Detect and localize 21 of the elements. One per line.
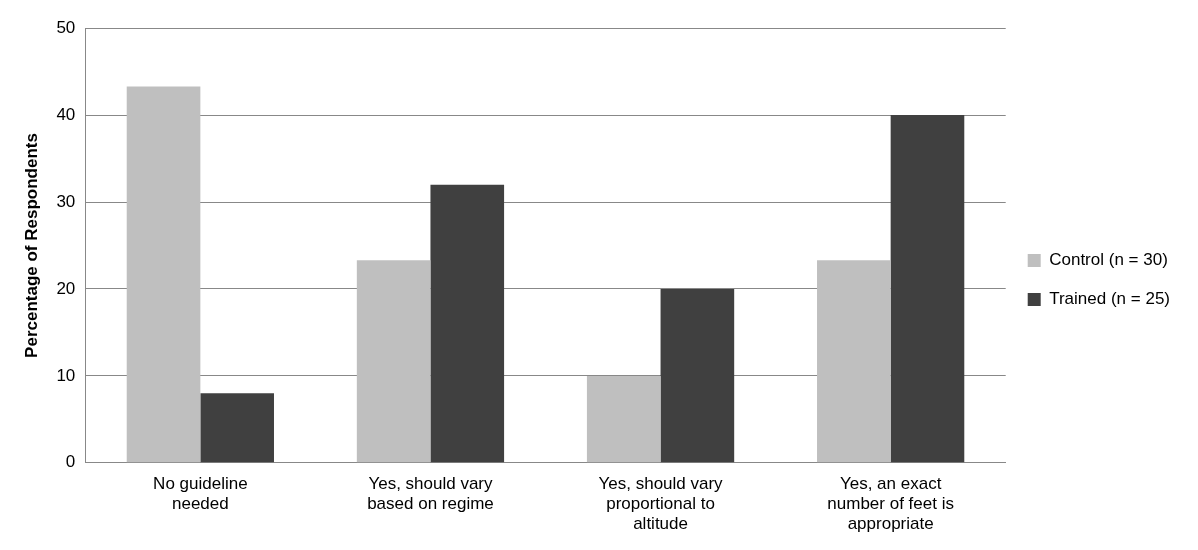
y-tick-label: 30 [56,191,76,211]
y-tick-label: 40 [56,104,76,124]
x-tick-label: Yes, an exact number of feet is appropriate [827,473,954,534]
bar [890,115,965,463]
legend-label: Control (n = 30) [1049,250,1168,270]
x-tick-label: Yes, should vary proportional to altitude [598,473,724,534]
y-tick-label: 20 [56,278,76,298]
legend-label: Trained (n = 25) [1049,289,1170,309]
bar [356,260,431,463]
bar [817,260,891,463]
y-tick-label: 50 [56,17,76,37]
bar [200,393,274,463]
y-tick-label: 10 [56,365,76,385]
y-axis-title: Percentage of Respondents [21,133,41,358]
bar [126,86,201,463]
y-tick-label: 0 [65,452,76,472]
x-tick-label: Yes, should vary based on regime [367,473,494,514]
bar [430,184,505,463]
x-tick-label: No guideline needed [153,473,248,514]
bar [660,288,735,463]
bar [586,375,661,463]
